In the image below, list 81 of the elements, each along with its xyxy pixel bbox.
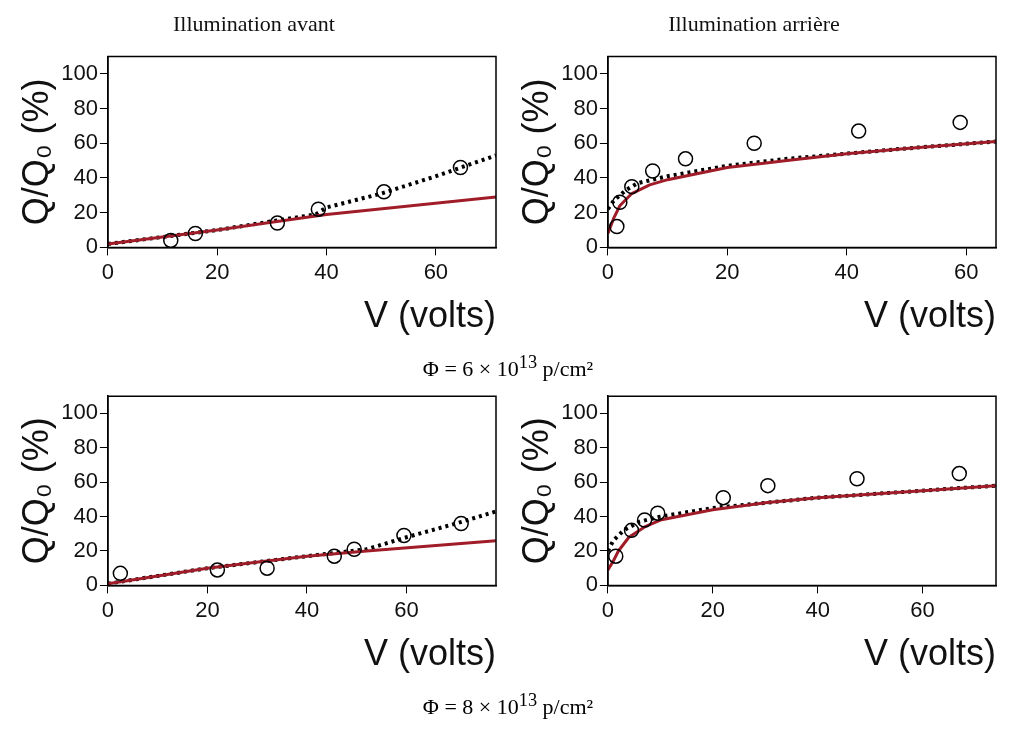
point: [453, 515, 469, 532]
point: [209, 562, 226, 578]
y-axis-title: Q/Q₀ (%): [14, 78, 56, 226]
point: [376, 184, 392, 200]
y-tick-label: 60: [573, 468, 598, 494]
point: [760, 477, 776, 494]
y-tick-label: 40: [573, 502, 598, 528]
point: [715, 489, 732, 506]
x-tick-label: 40: [805, 596, 830, 622]
point: [310, 201, 327, 217]
y-axis-title: Q/Q₀ (%): [14, 417, 56, 565]
point: [636, 512, 653, 528]
point: [187, 225, 204, 242]
x-axis-title: V (volts): [863, 632, 996, 674]
y-tick-label: 0: [85, 571, 98, 597]
text: Φ = 8 × 10$^{13}$ p/cm²: [421, 689, 595, 720]
point: [649, 505, 666, 521]
point: [677, 151, 694, 167]
chart-title: Illumination arrière: [668, 10, 840, 36]
x-tick-label: 40: [314, 258, 339, 284]
y-tick-label: 80: [573, 433, 598, 459]
point: [644, 163, 661, 179]
x-tick-label: 20: [195, 596, 220, 622]
y-tick-label: 60: [573, 129, 598, 155]
point: [850, 123, 867, 139]
point: [608, 548, 624, 564]
point: [346, 541, 362, 558]
point: [326, 548, 343, 564]
x-tick-label: 40: [294, 596, 320, 622]
point: [952, 114, 968, 131]
point: [746, 135, 762, 151]
x-tick-label: 0: [601, 596, 615, 622]
x-tick-label: 0: [101, 258, 115, 284]
point: [112, 565, 129, 582]
y-tick-label: 20: [73, 198, 98, 224]
point: [396, 527, 412, 544]
x-tick-label: 40: [834, 258, 859, 284]
y-tick-label: 100: [61, 399, 98, 425]
x-axis-title: V (volts): [863, 294, 996, 336]
point: [624, 178, 640, 195]
y-tick-label: 20: [73, 537, 98, 563]
x-tick-label: 60: [394, 596, 419, 622]
x-tick-label: 20: [715, 258, 740, 284]
y-tick-label: 80: [573, 94, 598, 120]
point: [452, 159, 469, 176]
y-tick-label: 20: [573, 198, 598, 224]
point: [269, 215, 286, 231]
y-tick-label: 100: [561, 399, 598, 425]
y-tick-label: 100: [61, 59, 98, 85]
point: [609, 218, 625, 235]
point: [163, 232, 179, 248]
y-tick-label: 60: [73, 468, 98, 494]
y-tick-label: 0: [85, 233, 98, 259]
x-axis-title: V (volts): [363, 632, 496, 674]
x-tick-label: 0: [601, 258, 615, 284]
y-tick-label: 40: [573, 164, 598, 190]
point: [259, 560, 275, 576]
point: [951, 465, 968, 482]
y-tick-label: 0: [585, 233, 598, 259]
y-tick-label: 60: [73, 129, 98, 155]
y-axis-title: Q/Q₀ (%): [514, 417, 556, 565]
x-tick-label: 20: [700, 596, 726, 622]
x-tick-label: 60: [423, 258, 449, 284]
point: [849, 471, 865, 487]
x-tick-label: 0: [101, 596, 115, 622]
y-tick-label: 100: [561, 59, 598, 85]
text: Φ = 6 × 10$^{13}$ p/cm²: [421, 351, 595, 382]
y-tick-label: 40: [73, 164, 98, 190]
x-tick-label: 20: [204, 258, 230, 284]
point: [612, 194, 628, 211]
y-tick-label: 40: [73, 502, 98, 528]
y-tick-label: 0: [585, 571, 598, 597]
y-axis-title: Q/Q₀ (%): [514, 78, 556, 226]
y-tick-label: 80: [73, 433, 98, 459]
y-tick-label: 20: [573, 537, 598, 563]
x-tick-label: 60: [910, 596, 935, 622]
y-tick-label: 80: [73, 94, 98, 120]
x-axis-title: V (volts): [363, 294, 496, 336]
point: [623, 522, 640, 539]
chart-title: Illumination avant: [173, 10, 335, 36]
x-tick-label: 60: [953, 258, 979, 284]
